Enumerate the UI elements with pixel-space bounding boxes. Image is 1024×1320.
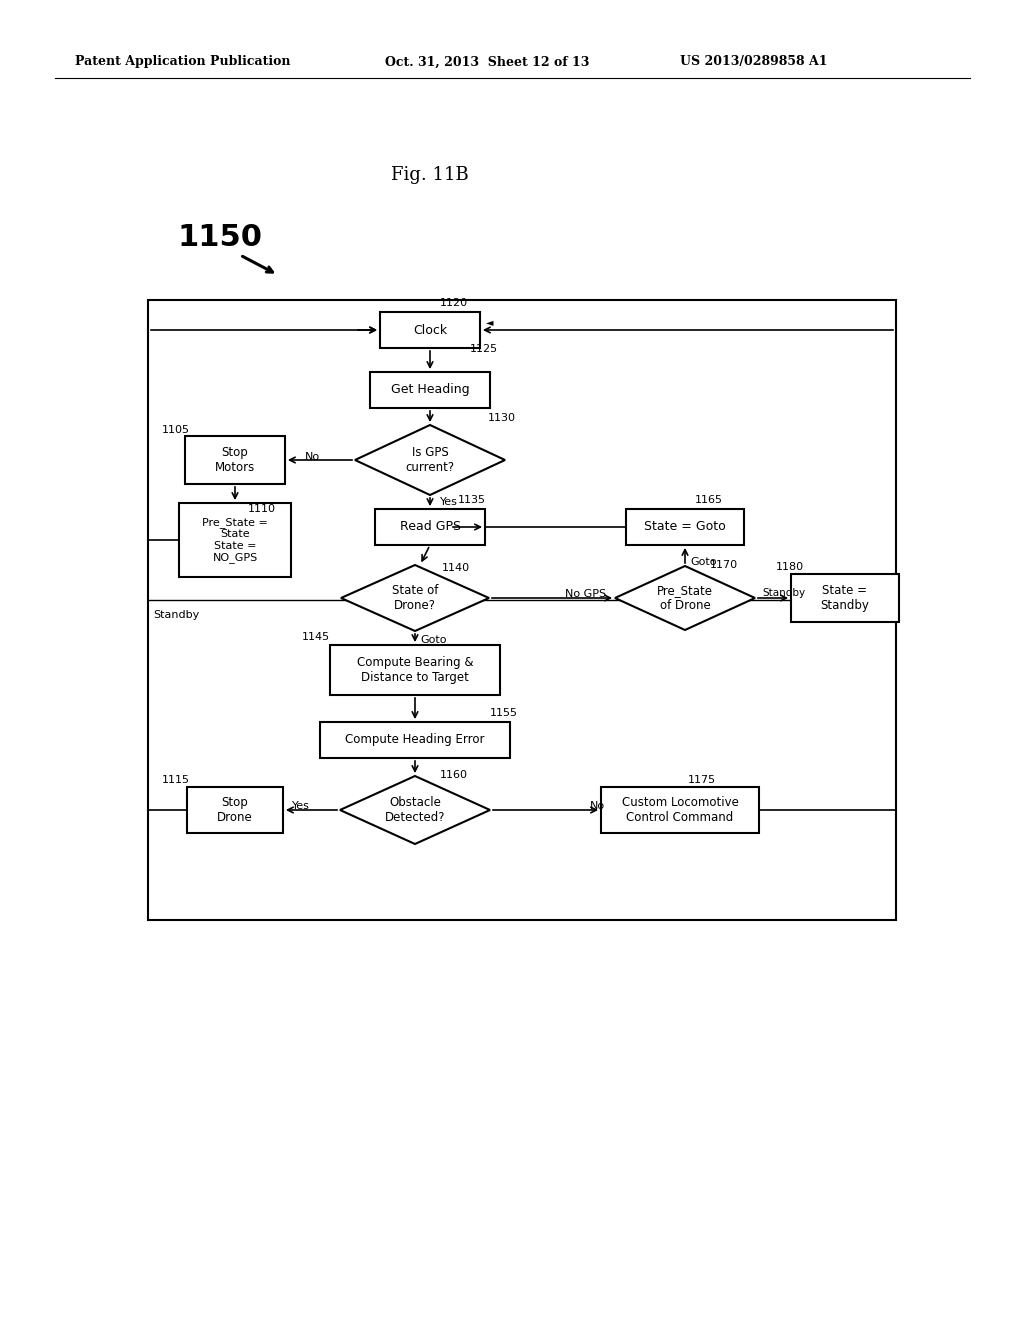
Text: Pre_State =
State
State =
NO_GPS: Pre_State = State State = NO_GPS <box>202 516 268 564</box>
Polygon shape <box>615 566 755 630</box>
Text: Standby: Standby <box>153 610 200 620</box>
Text: 1105: 1105 <box>162 425 190 436</box>
Text: State of
Drone?: State of Drone? <box>392 583 438 612</box>
Text: 1175: 1175 <box>688 775 716 785</box>
Text: Clock: Clock <box>413 323 447 337</box>
Text: Yes: Yes <box>292 801 310 810</box>
Text: Is GPS
current?: Is GPS current? <box>406 446 455 474</box>
Text: Custom Locomotive
Control Command: Custom Locomotive Control Command <box>622 796 738 824</box>
Bar <box>319 722 510 758</box>
Bar <box>375 510 485 545</box>
Text: 1135: 1135 <box>458 495 486 506</box>
Text: No: No <box>590 801 605 810</box>
Text: 1110: 1110 <box>248 504 276 513</box>
Text: Standby: Standby <box>762 587 805 598</box>
Text: Stop
Drone: Stop Drone <box>217 796 253 824</box>
Text: Obstacle
Detected?: Obstacle Detected? <box>385 796 445 824</box>
Text: US 2013/0289858 A1: US 2013/0289858 A1 <box>680 55 827 69</box>
Text: ◄: ◄ <box>486 317 494 327</box>
Text: Get Heading: Get Heading <box>391 384 469 396</box>
Text: 1125: 1125 <box>470 345 498 354</box>
Text: Pre_State
of Drone: Pre_State of Drone <box>657 583 713 612</box>
Text: Read GPS: Read GPS <box>399 520 461 533</box>
Polygon shape <box>341 565 489 631</box>
Text: 1160: 1160 <box>440 770 468 780</box>
Polygon shape <box>340 776 490 843</box>
Text: No GPS: No GPS <box>565 589 606 599</box>
Text: Oct. 31, 2013  Sheet 12 of 13: Oct. 31, 2013 Sheet 12 of 13 <box>385 55 590 69</box>
Text: Yes: Yes <box>440 498 458 507</box>
Text: State =
Standby: State = Standby <box>820 583 869 612</box>
Polygon shape <box>355 425 505 495</box>
Bar <box>185 436 285 484</box>
Text: Patent Application Publication: Patent Application Publication <box>75 55 291 69</box>
Text: 1150: 1150 <box>177 223 262 252</box>
Text: 1180: 1180 <box>776 562 804 572</box>
Bar <box>370 372 490 408</box>
Bar <box>187 787 283 833</box>
Text: 1155: 1155 <box>490 708 518 718</box>
Text: Compute Heading Error: Compute Heading Error <box>345 734 484 747</box>
Text: 1130: 1130 <box>488 413 516 422</box>
Bar <box>601 787 759 833</box>
Text: State = Goto: State = Goto <box>644 520 726 533</box>
Text: 1120: 1120 <box>440 298 468 308</box>
Bar <box>626 510 744 545</box>
Text: No: No <box>305 451 319 462</box>
Text: Stop
Motors: Stop Motors <box>215 446 255 474</box>
Text: Compute Bearing &
Distance to Target: Compute Bearing & Distance to Target <box>356 656 473 684</box>
Text: 1145: 1145 <box>302 632 330 642</box>
Text: 1140: 1140 <box>442 564 470 573</box>
Bar <box>330 645 500 696</box>
Text: 1115: 1115 <box>162 775 190 785</box>
Bar <box>148 300 896 920</box>
Text: Goto: Goto <box>690 557 717 568</box>
Bar <box>380 312 480 348</box>
Bar <box>179 503 291 577</box>
Text: 1170: 1170 <box>710 560 738 570</box>
Bar <box>791 574 899 622</box>
Text: Goto: Goto <box>420 635 446 645</box>
Text: Fig. 11B: Fig. 11B <box>391 166 469 183</box>
Text: 1165: 1165 <box>695 495 723 506</box>
